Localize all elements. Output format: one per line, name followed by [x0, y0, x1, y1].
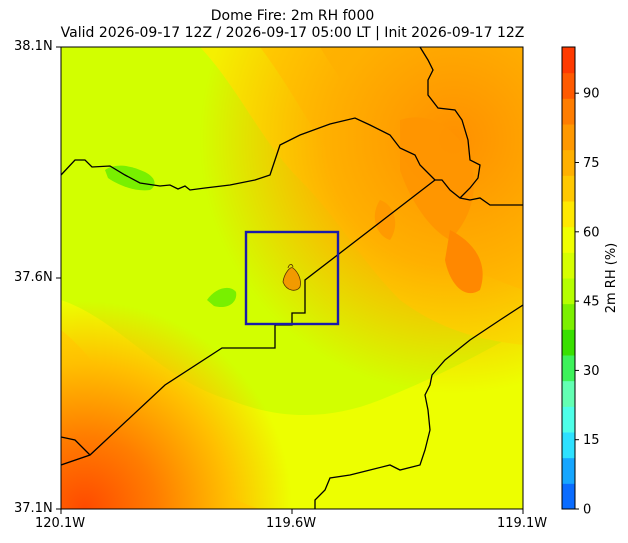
- colorbar-tick-label: 15: [583, 433, 600, 448]
- colorbar-tick-label: 90: [583, 87, 600, 102]
- colorbar-segment: [562, 149, 575, 176]
- colorbar-segment: [562, 98, 575, 125]
- colorbar-segment: [562, 355, 575, 382]
- focus-box: [244, 230, 340, 326]
- colorbar-tick-label: 60: [583, 225, 600, 240]
- colorbar-segment: [562, 457, 575, 484]
- colorbar-segment: [562, 72, 575, 99]
- fire-perimeter: [282, 267, 301, 291]
- colorbar-segment: [562, 278, 575, 305]
- rh-field: [61, 47, 523, 509]
- colorbar-segment: [562, 226, 575, 253]
- colorbar-tick-label: 75: [583, 156, 600, 171]
- colorbar-segment: [562, 432, 575, 459]
- colorbar-segment: [562, 303, 575, 330]
- colorbar-segment: [562, 124, 575, 151]
- colorbar-frame: [561, 46, 576, 510]
- lat-tick-label: 37.6N: [14, 270, 53, 285]
- colorbar-segment: [562, 483, 575, 510]
- colorbar: 0 15 30 45 60 75 90 2m RH (%): [561, 46, 619, 518]
- lon-tick-label: 119.1W: [497, 516, 548, 531]
- lon-tick-label: 119.6W: [266, 516, 317, 531]
- colorbar-tick-label: 0: [583, 503, 591, 518]
- figure-title: Dome Fire: 2m RH f000: [210, 8, 375, 24]
- colorbar-segment: [562, 329, 575, 356]
- colorbar-segment: [562, 201, 575, 228]
- boundary-lines: [61, 47, 523, 509]
- colorbar-tick-label: 30: [583, 364, 600, 379]
- lat-tick-label: 37.1N: [14, 501, 53, 516]
- colorbar-segment: [562, 175, 575, 202]
- lat-tick-label: 38.1N: [14, 39, 53, 54]
- lon-tick-label: 120.1W: [35, 516, 86, 531]
- colorbar-segment: [562, 47, 575, 74]
- colorbar-segment: [562, 380, 575, 407]
- colorbar-segment: [562, 252, 575, 279]
- figure-subtitle: Valid 2026-09-17 12Z / 2026-09-17 05:00 …: [60, 25, 525, 41]
- colorbar-label: 2m RH (%): [604, 243, 619, 314]
- colorbar-tick-label: 45: [583, 295, 600, 310]
- colorbar-segment: [562, 406, 575, 433]
